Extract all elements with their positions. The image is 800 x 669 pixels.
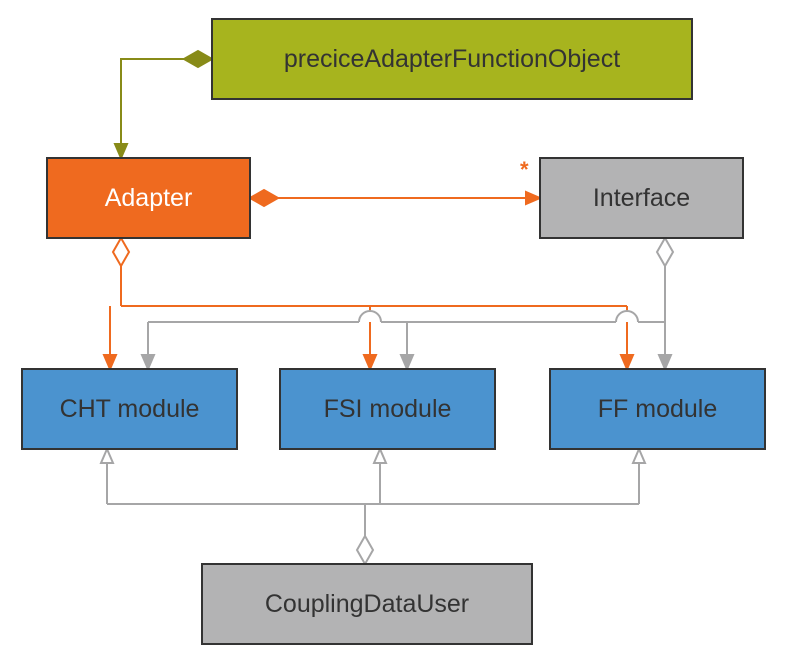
node-fsi-label: FSI module [324,395,452,423]
svg-text:*: * [520,157,529,182]
node-ff-label: FF module [598,395,717,423]
node-cht-label: CHT module [60,395,200,423]
node-precice-label: preciceAdapterFunctionObject [284,45,620,73]
node-adapter-label: Adapter [105,184,193,212]
node-coupling-label: CouplingDataUser [265,590,469,618]
node-interface-label: Interface [593,184,690,212]
